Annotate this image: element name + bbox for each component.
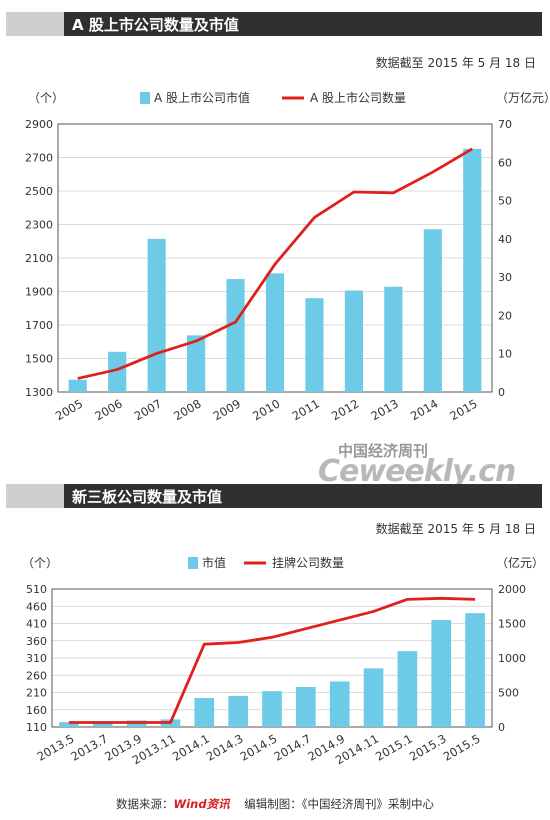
chart2-left-tick-label: 360 xyxy=(26,635,47,648)
chart2-legend-line-label: 挂牌公司数量 xyxy=(272,555,344,570)
chart1-left-tick-label: 2100 xyxy=(25,252,53,265)
chart2-right-tick-label: 0 xyxy=(498,721,505,734)
chart2-bar xyxy=(59,722,79,727)
chart2-bar xyxy=(262,691,282,727)
chart2-x-tick-label: 2015.1 xyxy=(373,731,415,763)
chart1-right-tick-label: 50 xyxy=(498,195,512,208)
chart2-right-axis-unit: （亿元） xyxy=(496,555,544,570)
chart1-header-accent xyxy=(6,12,64,36)
chart2-header: 新三板公司数量及市值 xyxy=(6,484,542,508)
chart1-right-tick-label: 0 xyxy=(498,386,505,399)
chart2-line-series xyxy=(68,596,476,724)
chart1-bar xyxy=(226,279,245,392)
chart1-right-tick-label: 10 xyxy=(498,348,512,361)
chart2-x-tick-label: 2014.7 xyxy=(271,731,313,763)
chart1-line-series xyxy=(77,147,473,380)
chart2-right-tick-label: 1000 xyxy=(498,652,526,665)
chart2-header-accent xyxy=(6,484,64,508)
chart2-bar xyxy=(465,613,485,727)
watermark-en: Ceweekly.cn xyxy=(318,454,516,489)
chart1-bar xyxy=(68,379,87,392)
chart2-left-tick-label: 260 xyxy=(26,669,47,682)
chart1-svg: 1300 1500 1700 1900 2100 2300 2500 2700 2900 0 10 2… xyxy=(25,90,550,423)
chart2-bar xyxy=(194,698,215,727)
chart2-legend-bar-swatch xyxy=(188,557,198,569)
chart2-left-tick-label: 160 xyxy=(26,704,47,717)
chart2-bar xyxy=(431,620,452,727)
chart2-x-tick-label: 2015.5 xyxy=(441,731,483,763)
chart2-legend-bar-label: 市值 xyxy=(202,555,226,570)
chart1-right-tick-label: 30 xyxy=(498,271,512,284)
chart1-left-axis-unit: （个） xyxy=(28,91,64,105)
chart2-x-tick-label: 2014.1 xyxy=(170,731,212,763)
footer-source-brand: Wind资讯 xyxy=(173,797,230,811)
chart1-legend-bar-swatch xyxy=(140,92,150,104)
chart2-x-tick-label: 2014.3 xyxy=(204,731,246,763)
chart1-right-tick-label: 60 xyxy=(498,156,512,169)
chart1-legend-bar-label: A 股上市公司市值 xyxy=(154,90,250,105)
footer-credit: 编辑制图：《中国经济周刊》采制中心 xyxy=(244,797,434,811)
chart1-bar xyxy=(384,286,403,392)
chart2-bar xyxy=(228,695,248,727)
footer-source-label: 数据来源： xyxy=(116,797,174,811)
chart2-right-tick-label: 2000 xyxy=(498,583,526,596)
chart2-x-tick-label: 2013.7 xyxy=(68,731,110,763)
chart2-left-tick-label: 460 xyxy=(26,600,47,613)
chart2-left-tick-label: 410 xyxy=(26,618,47,631)
chart1-left-tick-label: 2700 xyxy=(25,152,53,165)
chart2-x-tick-label: 2015.3 xyxy=(407,731,449,763)
chart1-right-tick-label: 20 xyxy=(498,309,512,322)
chart1-right-axis-unit: （万亿元） xyxy=(496,90,550,105)
chart2-bar xyxy=(296,686,316,727)
chart2-title: 新三板公司数量及市值 xyxy=(72,488,223,506)
chart1-left-tick-label: 1500 xyxy=(25,353,53,366)
chart1-left-tick-label: 2300 xyxy=(25,219,53,232)
chart1-left-tick-label: 1700 xyxy=(25,319,53,332)
chart2-bar xyxy=(397,651,418,727)
chart1-left-tick-label: 1900 xyxy=(25,286,53,299)
chart2-left-axis-unit: （个） xyxy=(22,556,58,570)
chart2-bar xyxy=(92,721,113,727)
chart1-bar xyxy=(423,229,442,392)
chart1-bar xyxy=(147,238,166,392)
chart1-right-tick-label: 40 xyxy=(498,233,512,246)
chart1-left-tick-label: 2900 xyxy=(25,118,53,131)
chart2-bar xyxy=(363,668,384,727)
chart2-cutoff-note: 数据截至 2015 年 5 月 18 日 xyxy=(375,522,536,536)
chart2-right-tick-label: 500 xyxy=(498,687,519,700)
chart1-bar xyxy=(265,273,285,392)
chart2-bar xyxy=(329,681,350,727)
chart2-left-tick-label: 110 xyxy=(26,721,47,734)
chart2-x-tick-label: 2014.5 xyxy=(238,731,280,763)
chart1-legend-line-label: A 股上市公司数量 xyxy=(310,90,406,105)
chart1-right-tick-label: 70 xyxy=(498,118,512,131)
chart1-title: A 股上市公司数量及市值 xyxy=(72,16,239,34)
chart2-x-tick-label: 2013.5 xyxy=(35,731,77,763)
watermark-cn: 中国经济周刊 xyxy=(338,442,429,460)
chart1-bar xyxy=(344,290,363,392)
chart1-bar xyxy=(305,298,324,392)
chart1-left-tick-label: 2500 xyxy=(25,185,53,198)
chart1-cutoff-note: 数据截至 2015 年 5 月 18 日 xyxy=(375,56,536,70)
chart1-bar xyxy=(108,351,127,392)
chart2-left-tick-label: 310 xyxy=(26,652,47,665)
chart2-right-tick-label: 1500 xyxy=(498,618,526,631)
footer: 数据来源：Wind资讯 编辑制图：《中国经济周刊》采制中心 xyxy=(0,796,550,812)
chart2-left-tick-label: 210 xyxy=(26,687,47,700)
chart1-header: A 股上市公司数量及市值 xyxy=(6,12,542,36)
chart2-left-tick-label: 510 xyxy=(26,583,47,596)
chart1-left-tick-label: 1300 xyxy=(25,386,53,399)
chart1-bar xyxy=(463,148,482,392)
chart1-bar xyxy=(187,335,206,392)
